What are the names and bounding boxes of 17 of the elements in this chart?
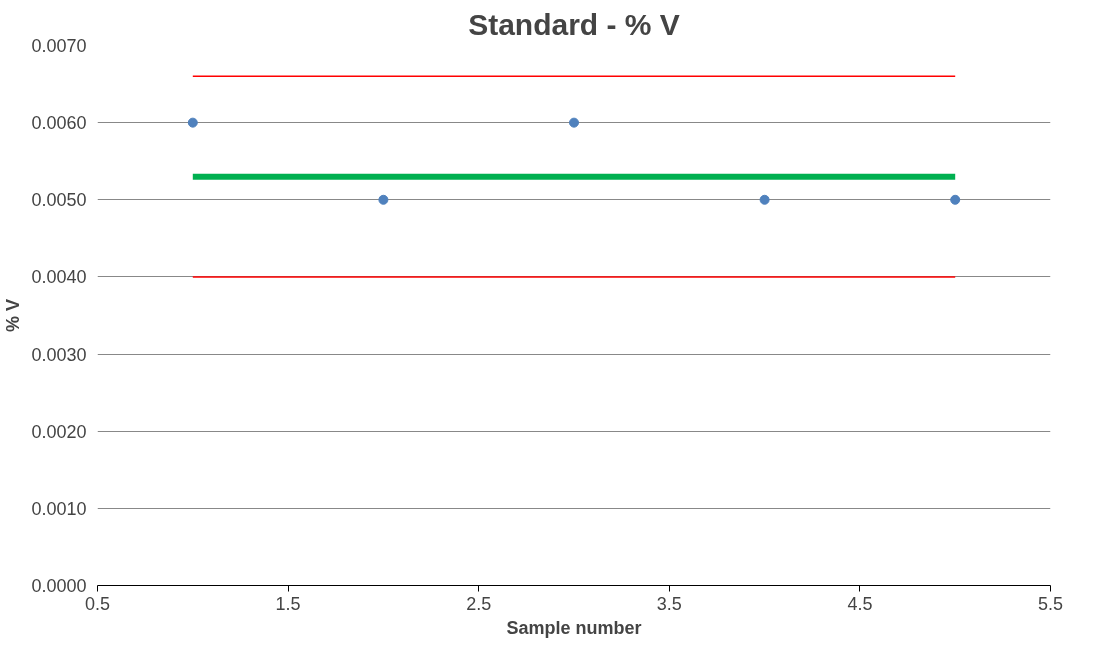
y-axis-title: % V [3, 298, 24, 333]
y-tick-label: 0.0000 [31, 576, 87, 596]
x-tick-label: 3.5 [656, 593, 682, 614]
y-tick-label: 0.0060 [31, 113, 87, 134]
y-tick-label: 0.0040 [31, 267, 87, 288]
x-tick-label: 4.5 [847, 593, 873, 614]
y-tick-label: 0.0070 [31, 36, 87, 56]
y-tick-label: 0.0010 [31, 498, 87, 519]
y-tick-label: 0.0050 [31, 190, 87, 211]
x-tick-label: 1.5 [275, 593, 301, 614]
x-axis-title: Sample number [506, 617, 642, 638]
x-tick-label: 2.5 [466, 593, 492, 614]
y-tick-label: 0.0030 [31, 344, 87, 365]
x-tick-label: 0.5 [84, 593, 111, 614]
chart-title: Standard - % V [468, 7, 680, 41]
x-tick-label: 5.5 [1037, 593, 1064, 614]
y-tick-label: 0.0020 [31, 421, 87, 442]
